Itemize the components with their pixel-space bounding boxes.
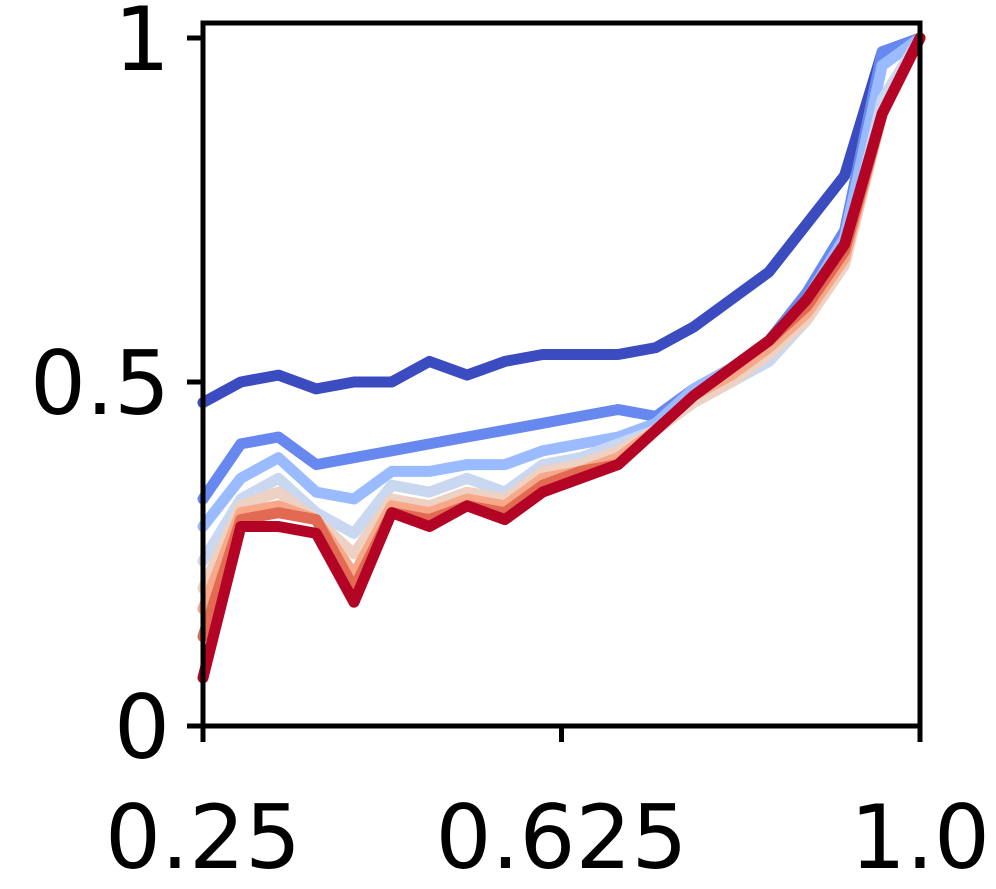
x-tick-label: 1.0 [850,786,990,889]
y-tick-label: 0.5 [30,332,170,435]
x-tick-label: 0.25 [105,786,301,889]
axis-layer: 0.25 0.625 1.0 0 0.5 1 [30,0,990,889]
series-layer [197,32,926,684]
series-line-7 [197,32,926,643]
y-tick-label: 0 [114,676,170,779]
y-tick-label: 1 [114,0,170,91]
plot-frame [200,20,923,729]
series-line-8 [197,32,926,684]
series-line-1 [197,32,926,409]
series-line-2 [197,32,926,505]
x-tick-label: 0.625 [436,786,688,889]
